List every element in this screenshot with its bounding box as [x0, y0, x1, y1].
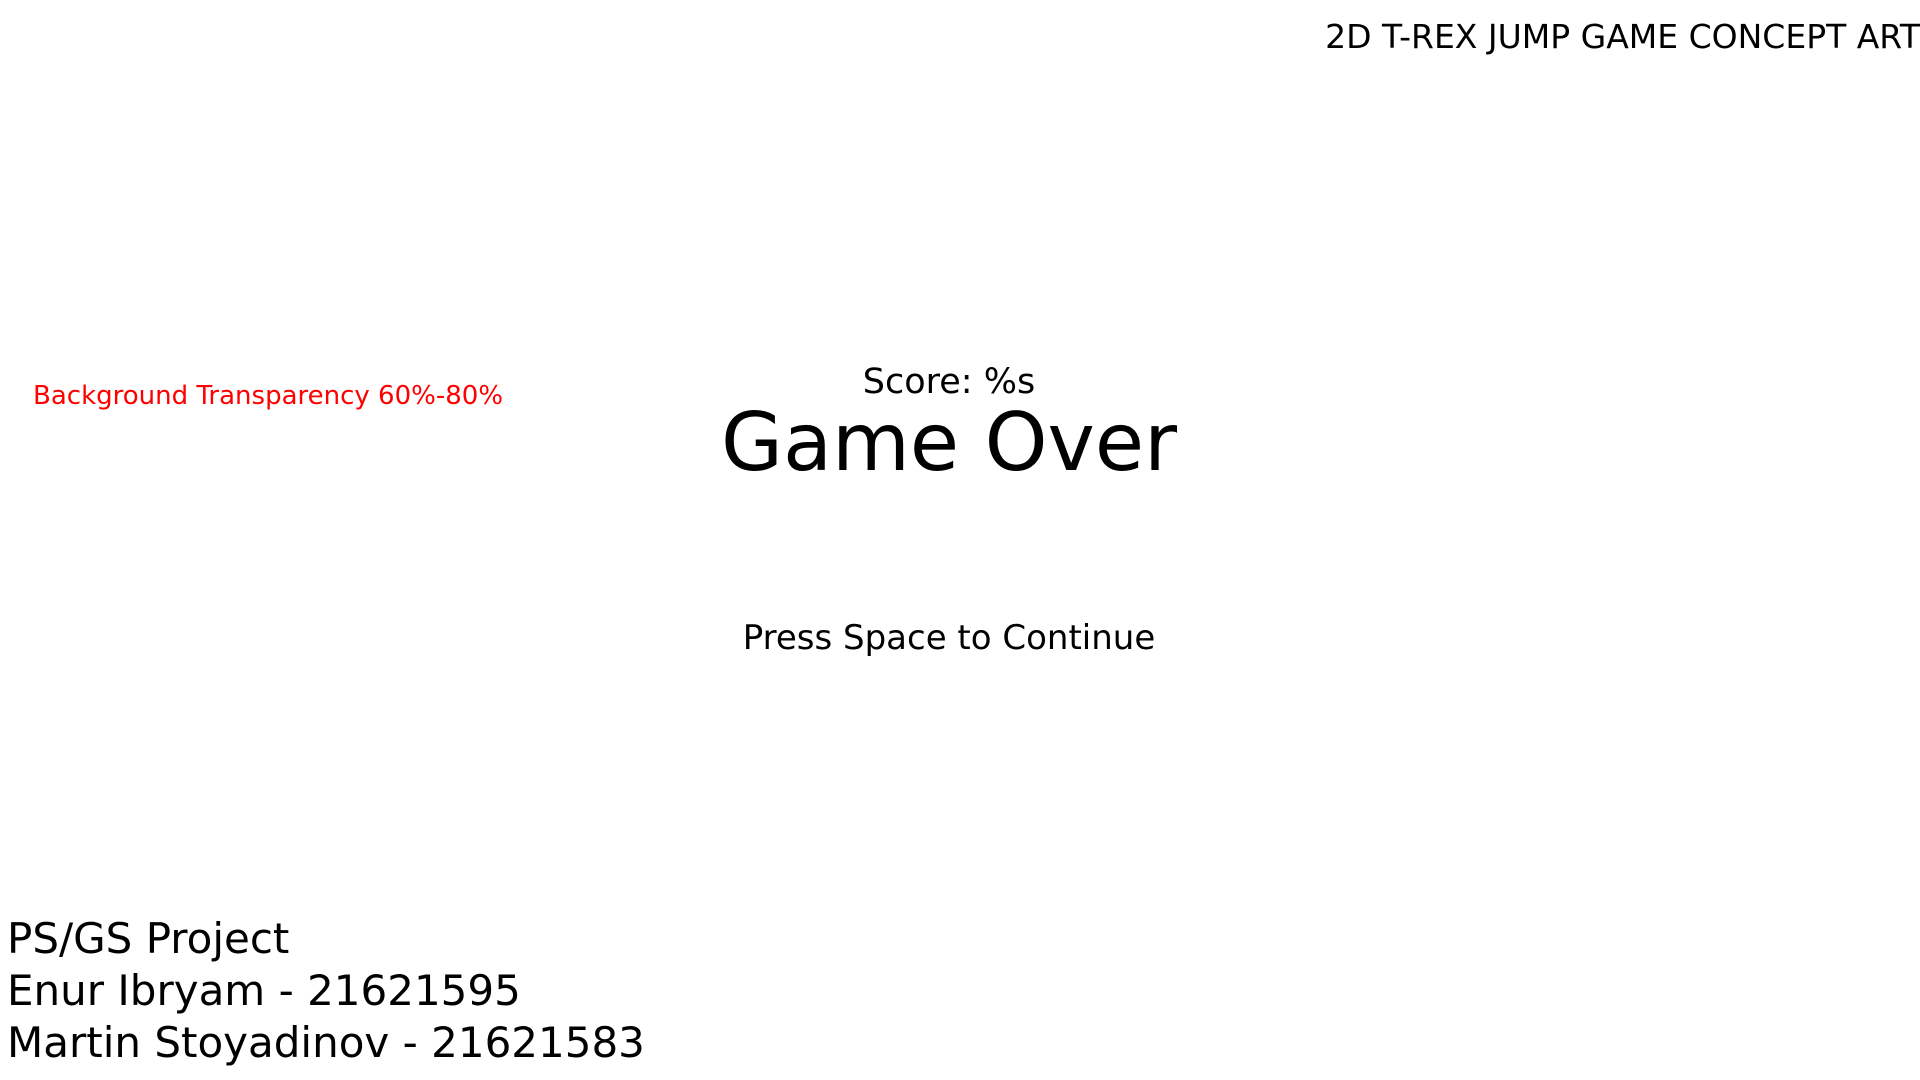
- credits-block: PS/GS Project Enur Ibryam - 21621595 Mar…: [7, 913, 645, 1069]
- concept-art-title: 2D T-REX JUMP GAME CONCEPT ART: [1325, 17, 1920, 56]
- continue-prompt: Press Space to Continue: [742, 618, 1156, 658]
- author-credit: Enur Ibryam - 21621595: [7, 966, 521, 1015]
- author-credit: Martin Stoyadinov - 21621583: [7, 1018, 645, 1067]
- background-transparency-note: Background Transparency 60%-80%: [33, 381, 504, 411]
- project-name: PS/GS Project: [7, 914, 290, 963]
- game-over-title: Game Over: [720, 396, 1177, 489]
- score-label: Score: %s: [862, 362, 1036, 402]
